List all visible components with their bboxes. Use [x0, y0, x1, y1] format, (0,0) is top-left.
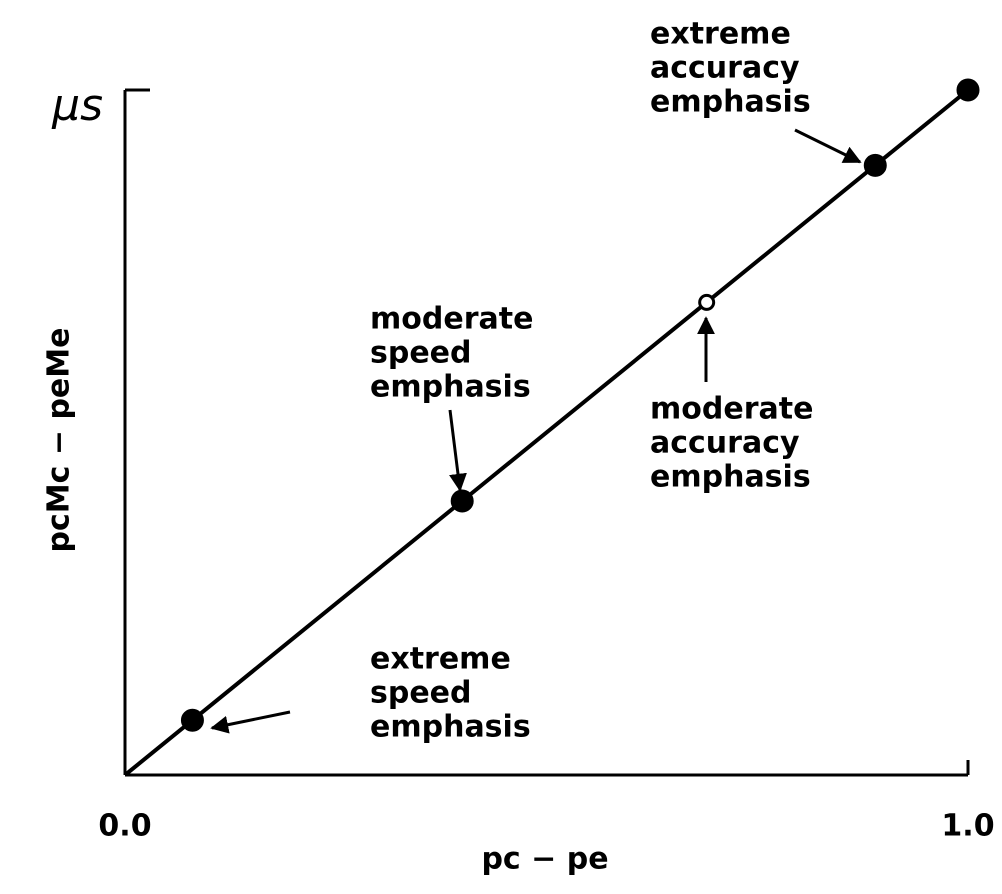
annotation-arrow — [448, 409, 467, 492]
data-point — [698, 293, 716, 311]
y-axis-label: pcMc − peMe — [42, 328, 77, 553]
data-point — [180, 708, 204, 732]
annotation-text: speed — [370, 336, 472, 371]
annotation-text: emphasis — [650, 460, 811, 495]
annotation-text: emphasis — [370, 710, 531, 745]
annotation-text: emphasis — [370, 370, 531, 405]
annotation-text: moderate — [650, 392, 813, 427]
x-axis-label: pc − pe — [481, 842, 608, 877]
x-tick-label: 1.0 — [941, 809, 994, 844]
annotation-text: emphasis — [650, 85, 811, 120]
annotation-text: accuracy — [650, 51, 800, 86]
data-point — [956, 78, 980, 102]
annotation-text: accuracy — [650, 426, 800, 461]
annotation-text: extreme — [650, 17, 791, 52]
data-point — [450, 489, 474, 513]
annotation-arrow — [210, 710, 291, 734]
annotation-text: moderate — [370, 302, 533, 337]
series-line — [123, 88, 970, 777]
annotation-arrow — [794, 128, 862, 164]
data-point — [863, 153, 887, 177]
annotation-text: speed — [370, 676, 472, 711]
y-tick-label: μs — [51, 80, 103, 131]
x-tick-label: 0.0 — [98, 809, 151, 844]
annotation-text: extreme — [370, 642, 511, 677]
